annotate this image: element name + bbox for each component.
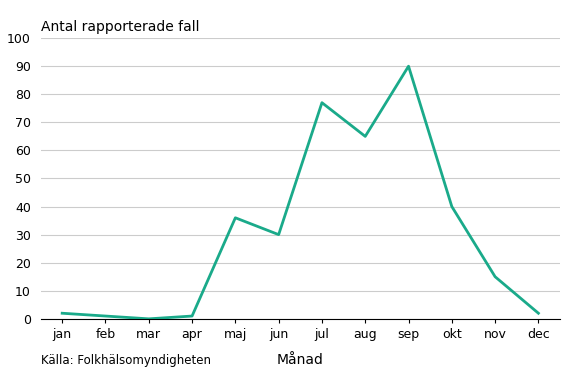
Text: Källa: Folkhälsomyndigheten: Källa: Folkhälsomyndigheten	[41, 353, 210, 367]
Text: Månad: Månad	[277, 353, 324, 367]
Text: Antal rapporterade fall: Antal rapporterade fall	[41, 21, 199, 34]
